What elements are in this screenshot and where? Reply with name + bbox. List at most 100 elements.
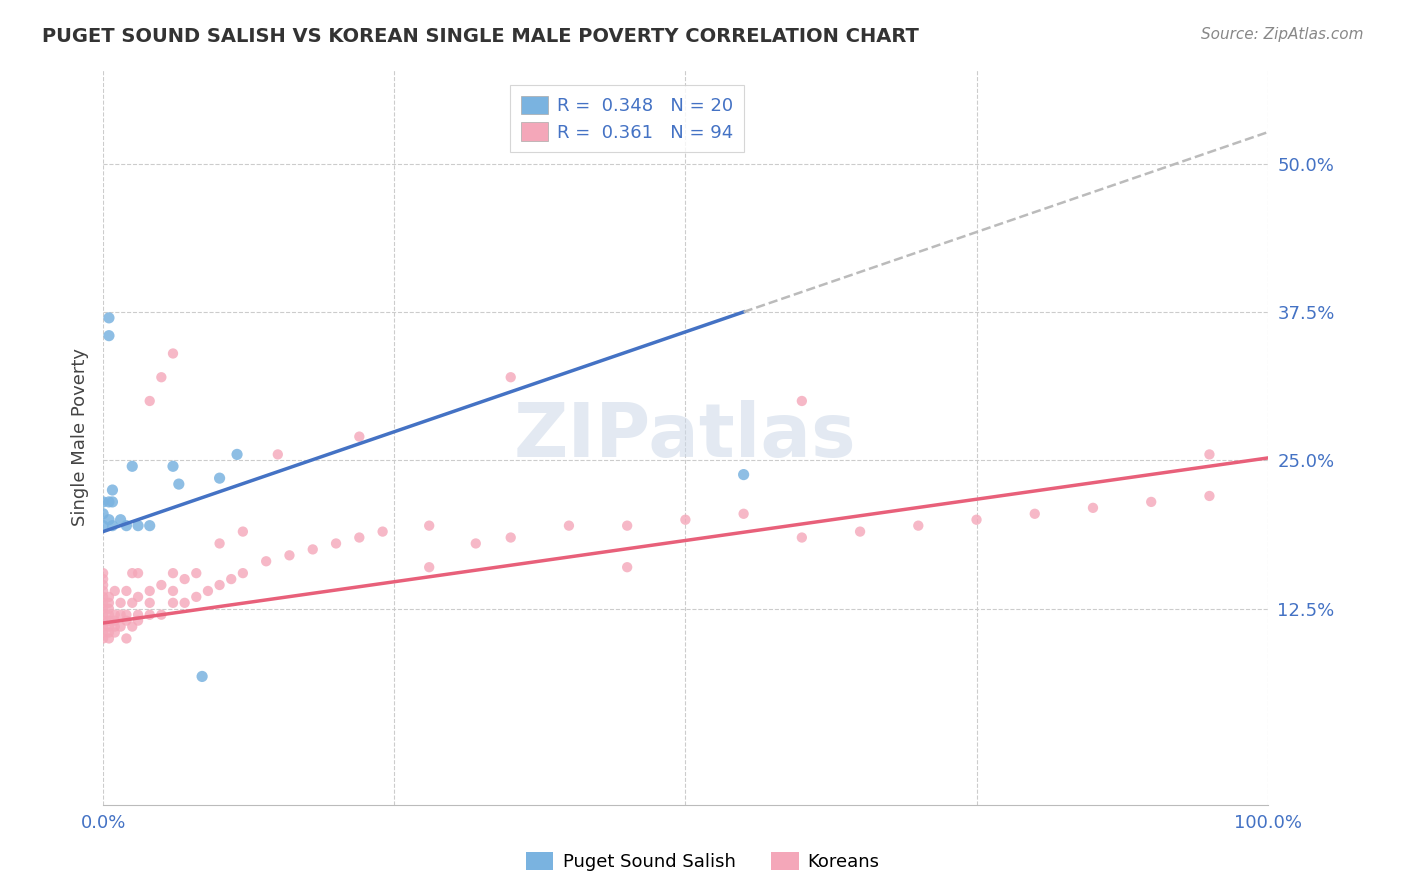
Point <box>162 596 184 610</box>
Point <box>1198 489 1220 503</box>
Point <box>104 584 127 599</box>
Point <box>232 566 254 581</box>
Point <box>499 531 522 545</box>
Point <box>138 596 160 610</box>
Point <box>115 614 138 628</box>
Point <box>167 477 190 491</box>
Point <box>110 619 132 633</box>
Point <box>138 394 160 409</box>
Point <box>97 513 120 527</box>
Point <box>301 542 323 557</box>
Point <box>97 607 120 622</box>
Point <box>115 584 138 599</box>
Point <box>267 447 290 461</box>
Point <box>349 429 371 443</box>
Point <box>186 590 208 604</box>
Point <box>127 590 149 604</box>
Legend: Puget Sound Salish, Koreans: Puget Sound Salish, Koreans <box>519 845 887 879</box>
Point <box>790 531 813 545</box>
Point <box>97 625 120 640</box>
Point <box>97 596 120 610</box>
Point <box>91 601 114 615</box>
Point <box>110 607 132 622</box>
Y-axis label: Single Male Poverty: Single Male Poverty <box>72 348 89 525</box>
Point <box>232 524 254 539</box>
Point <box>371 524 394 539</box>
Point <box>907 518 929 533</box>
Point <box>138 607 160 622</box>
Point <box>150 370 173 384</box>
Point <box>104 614 127 628</box>
Point <box>162 459 184 474</box>
Point <box>91 578 114 592</box>
Point <box>219 572 242 586</box>
Point <box>121 459 143 474</box>
Point <box>115 632 138 646</box>
Point <box>91 619 114 633</box>
Point <box>418 560 440 574</box>
Point <box>101 495 124 509</box>
Point <box>110 513 132 527</box>
Point <box>1024 507 1046 521</box>
Point <box>115 518 138 533</box>
Point <box>138 584 160 599</box>
Point <box>115 607 138 622</box>
Point <box>127 518 149 533</box>
Point <box>1140 495 1163 509</box>
Point <box>97 310 120 325</box>
Point <box>349 531 371 545</box>
Point <box>616 518 638 533</box>
Text: Source: ZipAtlas.com: Source: ZipAtlas.com <box>1201 27 1364 42</box>
Text: PUGET SOUND SALISH VS KOREAN SINGLE MALE POVERTY CORRELATION CHART: PUGET SOUND SALISH VS KOREAN SINGLE MALE… <box>42 27 920 45</box>
Point <box>91 572 114 586</box>
Point <box>104 607 127 622</box>
Point <box>186 566 208 581</box>
Point <box>966 513 988 527</box>
Point <box>110 596 132 610</box>
Point <box>101 518 124 533</box>
Point <box>733 467 755 482</box>
Point <box>91 614 114 628</box>
Point <box>91 584 114 599</box>
Point <box>127 614 149 628</box>
Point <box>191 669 214 683</box>
Point <box>121 566 143 581</box>
Point <box>104 625 127 640</box>
Point <box>558 518 581 533</box>
Point <box>150 578 173 592</box>
Point <box>162 566 184 581</box>
Point <box>91 632 114 646</box>
Point <box>97 632 120 646</box>
Point <box>91 566 114 581</box>
Point <box>91 507 114 521</box>
Point <box>97 495 120 509</box>
Legend: R =  0.348   N = 20, R =  0.361   N = 94: R = 0.348 N = 20, R = 0.361 N = 94 <box>510 85 744 153</box>
Point <box>1198 447 1220 461</box>
Point <box>464 536 486 550</box>
Point <box>208 471 231 485</box>
Point <box>97 328 120 343</box>
Point <box>91 518 114 533</box>
Point <box>91 590 114 604</box>
Point <box>849 524 872 539</box>
Point <box>254 554 277 568</box>
Point <box>91 495 114 509</box>
Point <box>101 483 124 497</box>
Point <box>121 619 143 633</box>
Point <box>673 513 696 527</box>
Point <box>733 507 755 521</box>
Point <box>91 596 114 610</box>
Point <box>616 560 638 574</box>
Point <box>418 518 440 533</box>
Point <box>790 394 813 409</box>
Point <box>197 584 219 599</box>
Point <box>138 518 160 533</box>
Point <box>173 596 195 610</box>
Point <box>97 614 120 628</box>
Text: ZIPatlas: ZIPatlas <box>515 401 856 473</box>
Point <box>162 584 184 599</box>
Point <box>121 596 143 610</box>
Point <box>104 619 127 633</box>
Point <box>97 619 120 633</box>
Point <box>173 572 195 586</box>
